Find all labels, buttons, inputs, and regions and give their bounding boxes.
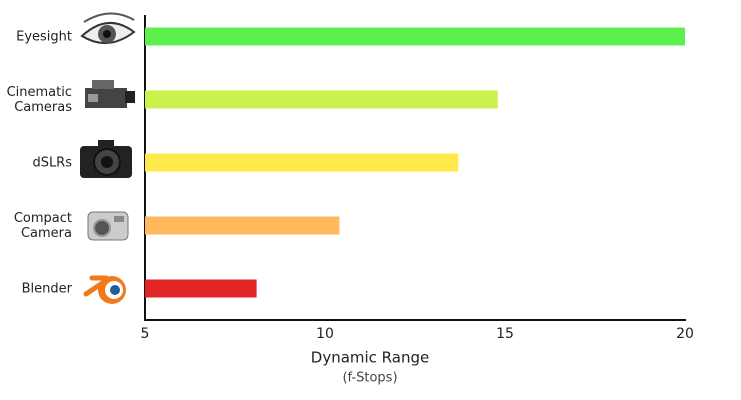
x-axis-note: (f-Stops)	[342, 371, 397, 386]
x-axis-title: Dynamic Range	[311, 349, 429, 367]
category-label: Blender	[21, 281, 72, 296]
cinema-camera-icon	[85, 80, 135, 108]
bar	[145, 216, 340, 235]
category-label: dSLRs	[32, 155, 72, 170]
x-tick-label: 10	[316, 326, 334, 342]
category-label: Eyesight	[16, 29, 72, 44]
x-tick-label: 15	[496, 326, 514, 342]
bar	[145, 27, 685, 46]
bar	[145, 153, 459, 172]
x-tick-label: 5	[141, 326, 150, 342]
eye-icon	[80, 12, 136, 44]
dslr-icon	[80, 140, 132, 178]
blender-icon	[83, 275, 126, 304]
bar	[145, 279, 257, 298]
bar	[145, 90, 498, 109]
category-label: Compact Camera	[13, 210, 72, 241]
x-tick-label: 20	[676, 326, 694, 342]
compact-camera-icon	[87, 211, 129, 241]
category-label: Cinematic Cameras	[6, 84, 72, 115]
